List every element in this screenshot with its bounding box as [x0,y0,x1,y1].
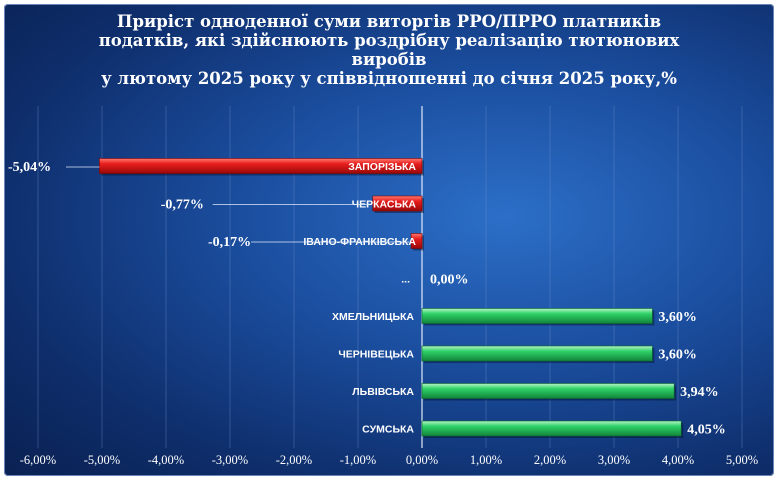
bar-positive [421,420,682,437]
bar-negative [410,233,423,249]
bar-positive [421,383,675,399]
category-label: ЧЕРНІВЕЦЬКА [338,349,414,361]
value-label: 3,60% [658,310,697,325]
value-label: 3,94% [680,385,719,400]
x-tick-label: -1,00% [340,453,376,467]
category-label: ЛЬВІВСЬКА [352,386,414,398]
chart-frame: Приріст одноденної суми виторгів РРО/ПРР… [4,4,774,476]
x-tick-label: -4,00% [148,453,184,467]
bar-positive [421,308,653,324]
value-label: 3,60% [658,348,697,363]
bar-negative [99,158,423,174]
x-tick-label: -5,00% [84,453,120,467]
x-tick-label: 0,00% [406,453,438,467]
title-line-4: у лютому 2025 року у співвідношенні до с… [101,69,677,88]
category-label: ЧЕРКАСЬКА [352,199,417,211]
x-tick-label: 4,00% [662,453,694,467]
value-label: -0,77% [161,198,204,213]
x-tick-label: -2,00% [276,453,312,467]
value-label: 4,05% [687,423,726,438]
title-line-2: податків, які здійснюють роздрібну реалі… [98,31,680,50]
title-line-3: виробів [351,50,427,69]
bar-positive [421,345,653,362]
value-label: -5,04% [8,160,51,175]
x-tick-label: 2,00% [534,453,566,467]
category-label: ХМЕЛЬНИЦЬКА [332,311,414,323]
bar-chart-svg: -6,00% -5,00% -4,00% -3,00% -2,00% -1,00% 0,00… [8,106,758,467]
bar-negative [372,195,423,212]
chart-title: Приріст одноденної суми виторгів РРО/ПРР… [64,12,714,88]
x-tick-label: 1,00% [470,453,502,467]
category-label: ЗАПОРІЗЬКА [348,161,416,173]
x-tick-label: -3,00% [212,453,248,467]
x-tick-label: 5,00% [726,453,758,467]
category-label: ... [401,274,410,286]
x-tick-label: -6,00% [20,453,56,467]
category-label: СУМСЬКА [362,424,414,436]
title-line-1: Приріст одноденної суми виторгів РРО/ПРР… [116,12,662,31]
x-tick-label: 3,00% [598,453,630,467]
value-label: 0,00% [430,273,469,288]
value-label: -0,17% [208,235,251,250]
